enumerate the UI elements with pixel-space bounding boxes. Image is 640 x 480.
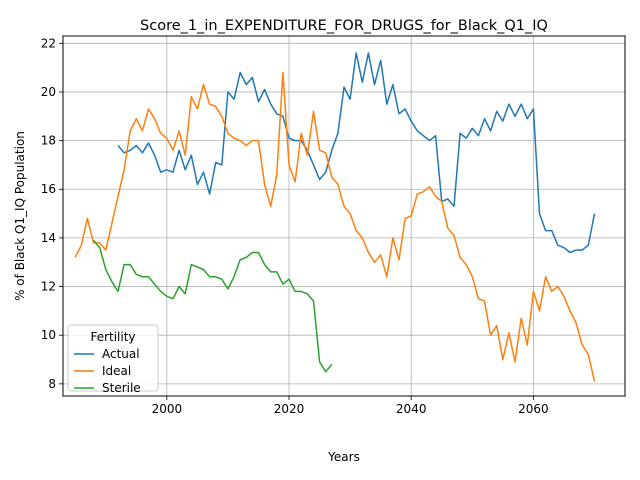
y-tick-label: 18 <box>41 134 56 148</box>
y-tick-label: 14 <box>41 231 56 245</box>
series-line-sterile <box>92 239 333 373</box>
x-tick-label: 2060 <box>518 402 549 416</box>
y-tick-label: 16 <box>41 182 56 196</box>
series-lines <box>74 52 596 382</box>
legend-box <box>67 324 159 392</box>
legend-label-ideal: Ideal <box>102 364 131 378</box>
legend-label-actual: Actual <box>102 347 140 361</box>
y-axis-ticks: 8 10 12 14 16 18 20 22 <box>41 36 63 391</box>
x-tick-label: 2000 <box>152 402 183 416</box>
x-tick-label: 2020 <box>274 402 305 416</box>
series-line-ideal <box>74 71 596 382</box>
x-axis-ticks: 2000 2020 2040 2060 <box>152 396 549 416</box>
plot-frame <box>62 35 626 397</box>
y-tick-label: 20 <box>41 85 56 99</box>
y-tick-label: 12 <box>41 280 56 294</box>
legend: Fertility Actual Ideal Sterile <box>67 324 159 395</box>
y-axis-label: % of Black Q1_IQ Population <box>13 131 27 301</box>
x-tick-label: 2040 <box>396 402 427 416</box>
y-tick-label: 8 <box>48 377 56 391</box>
y-tick-label: 10 <box>41 328 56 342</box>
x-axis-label: Years <box>327 450 360 464</box>
chart-title: Score_1_in_EXPENDITURE_FOR_DRUGS_for_Bla… <box>140 18 548 34</box>
legend-label-sterile: Sterile <box>102 381 141 395</box>
legend-title: Fertility <box>90 330 135 344</box>
series-line-actual <box>117 52 596 254</box>
y-tick-label: 22 <box>41 36 56 50</box>
